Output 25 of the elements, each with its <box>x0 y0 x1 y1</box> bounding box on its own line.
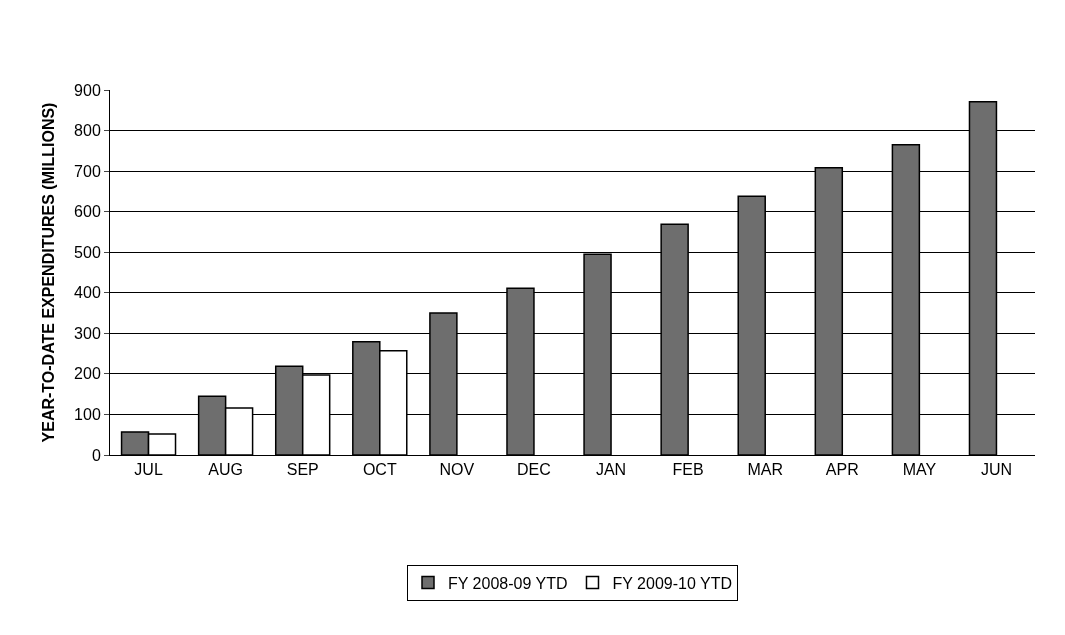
legend-label: FY 2008-09 YTD <box>448 574 568 592</box>
y-tick-label: 700 <box>74 162 101 180</box>
x-tick-label: SEP <box>286 461 319 479</box>
y-tick-label: 0 <box>91 446 101 464</box>
y-tick-label: 900 <box>74 81 101 99</box>
y-tick-label: 300 <box>74 324 101 342</box>
x-tick-label: JUL <box>134 461 163 479</box>
x-tick-label: AUG <box>208 461 243 479</box>
x-tick-label: APR <box>825 461 859 479</box>
y-tick-label: 500 <box>74 243 101 261</box>
x-tick-label: NOV <box>439 461 475 479</box>
x-tick-label: OCT <box>362 461 397 479</box>
y-tick-label: 100 <box>74 406 101 424</box>
y-tick-label: 200 <box>74 365 101 383</box>
x-tick-label: JAN <box>595 461 627 479</box>
legend-label: FY 2009-10 YTD <box>612 574 732 592</box>
y-tick-label: 800 <box>74 122 101 140</box>
x-tick-label: JUN <box>980 461 1013 479</box>
x-tick-label: MAY <box>902 461 937 479</box>
y-tick-label: 400 <box>74 284 101 302</box>
y-tick-label: 600 <box>74 203 101 221</box>
x-tick-label: DEC <box>517 461 551 479</box>
x-tick-label: MAR <box>747 461 783 479</box>
x-tick-label: FEB <box>672 461 704 479</box>
y-axis-title: YEAR-TO-DATE EXPENDITURES (MILLIONS) <box>40 102 57 443</box>
